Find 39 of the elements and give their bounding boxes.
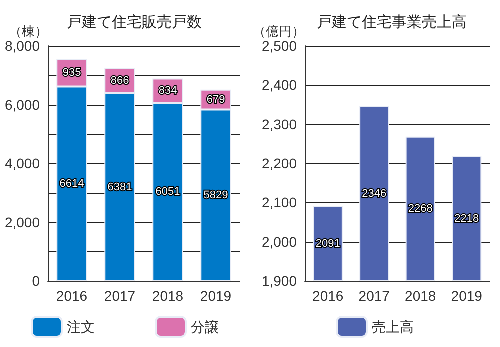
data-label: 6381 [108, 181, 132, 194]
y-axis-title: （棟） [9, 24, 48, 39]
y-tick-label: 2,200 [262, 156, 298, 172]
data-label: 679 [206, 94, 226, 106]
x-tick-label: 2016 [56, 288, 88, 304]
legend-label: 売上高 [372, 319, 414, 335]
y-axis-title: （億円） [253, 24, 305, 39]
y-tick-label: 2,000 [4, 214, 40, 230]
x-tick-label: 2018 [152, 288, 184, 304]
y-tick-label: 2,400 [262, 77, 298, 94]
x-tick-label: 2017 [104, 288, 136, 304]
chart-title: 戸建て住宅販売戸数 [67, 14, 202, 31]
y-tick-label: 0 [32, 273, 40, 289]
y-tick-label: 2,000 [262, 234, 298, 250]
y-tick-label: 2,300 [262, 116, 298, 132]
x-tick-label: 2019 [200, 288, 232, 304]
legend-label: 注文 [67, 319, 95, 335]
x-tick-label: 2017 [358, 288, 390, 304]
y-tick-label: 2,100 [262, 194, 298, 211]
data-label: 2091 [316, 238, 340, 250]
y-tick-label: 1,900 [262, 273, 298, 289]
data-label: 2268 [408, 203, 433, 216]
data-label: 2218 [454, 212, 480, 225]
data-label: 6051 [156, 186, 180, 198]
x-tick-label: 2018 [405, 288, 436, 304]
chart-title: 戸建て住宅事業売上高 [317, 14, 467, 31]
y-tick-label: 8,000 [4, 38, 40, 54]
y-tick-label: 2,500 [262, 38, 298, 54]
data-label: 2346 [362, 188, 387, 200]
x-tick-label: 2019 [451, 288, 483, 304]
y-tick-label: 6,000 [4, 96, 40, 113]
data-label: 5829 [204, 189, 228, 202]
x-tick-label: 2016 [312, 288, 344, 304]
data-label: 834 [158, 85, 178, 98]
y-tick-label: 4,000 [4, 156, 40, 172]
legend-label: 分譲 [191, 319, 219, 335]
data-label: 6614 [60, 178, 84, 190]
data-label: 935 [62, 66, 82, 79]
data-label: 866 [110, 74, 130, 87]
